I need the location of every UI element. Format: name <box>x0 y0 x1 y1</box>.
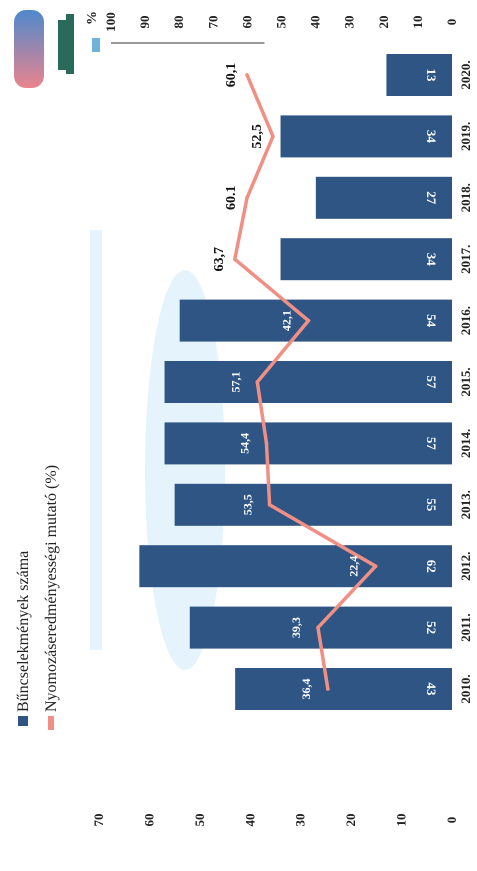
logo <box>14 10 100 88</box>
bar-value-label: 57 <box>424 376 439 390</box>
bar <box>174 483 452 526</box>
category-label: 2016. <box>458 306 473 335</box>
line-value-label: 42,1 <box>279 310 293 331</box>
line-point <box>264 441 269 446</box>
legend: Bűncselekmények száma Nyomozáseredményess… <box>15 465 60 730</box>
bar <box>164 361 453 403</box>
right-axis-tick: 90 <box>137 16 152 29</box>
category-label: 2019. <box>458 122 473 151</box>
bar-value-label: 13 <box>424 69 439 83</box>
axes: 0 10 20 30 40 50 60 70 0 10 20 30 40 50 60 70 80 90 100% 20… <box>85 11 473 827</box>
bar-value-label: 34 <box>424 130 439 144</box>
bar <box>164 422 453 465</box>
line-point <box>306 318 311 323</box>
bar-value-label: 27 <box>424 191 439 205</box>
left-axis-tick: 20 <box>343 814 358 827</box>
category-label: 2015. <box>458 367 473 396</box>
legend-label-line: Nyomozáseredményességi mutató (%) <box>43 465 60 712</box>
bar <box>280 115 452 158</box>
legend-swatch-line <box>48 716 54 730</box>
bar-value-label: 55 <box>424 498 439 512</box>
bar-value-label: 54 <box>424 314 439 328</box>
line-value-label: 63,7 <box>212 247 227 272</box>
line-point <box>245 73 249 77</box>
legend-swatch-bars <box>18 716 28 726</box>
line-value-label: 39,3 <box>289 617 303 638</box>
right-axis-tick: 100 <box>103 12 118 32</box>
bar <box>280 238 452 281</box>
category-label: 2010. <box>458 674 473 703</box>
line-point <box>267 503 272 507</box>
category-label: 2020. <box>458 60 473 89</box>
left-axis-tick: 50 <box>192 814 207 827</box>
bar <box>179 299 452 342</box>
bar-value-label: 34 <box>424 253 439 267</box>
right-axis-tick: 40 <box>308 16 323 29</box>
left-axis-tick: 70 <box>91 814 106 827</box>
category-label: 2013. <box>458 490 473 519</box>
category-label: 2018. <box>458 183 473 212</box>
line-point <box>271 134 275 139</box>
line-value-label: 52,5 <box>250 124 265 149</box>
bar <box>235 668 452 710</box>
right-axis-tick: 80 <box>171 16 186 29</box>
category-label: 2011. <box>458 613 473 642</box>
line-value-label: 36,4 <box>299 679 313 700</box>
line-value-label: 54,4 <box>237 433 251 454</box>
line-value-label: 22,4 <box>347 556 361 577</box>
line-value-label: 60,1 <box>224 63 239 88</box>
line-value-label: 57,1 <box>228 372 242 393</box>
right-axis-tick: 50 <box>274 16 289 29</box>
line-value-label: 60.1 <box>224 186 239 211</box>
right-axis-tick: 0 <box>444 19 459 26</box>
right-axis-tick: 20 <box>376 16 391 29</box>
left-axis-tick: 40 <box>242 814 257 827</box>
category-label: 2017. <box>458 245 473 274</box>
line-value-label: 53,5 <box>241 494 255 515</box>
bar-value-label: 62 <box>424 560 439 573</box>
line-point <box>326 687 330 691</box>
right-axis-tick: 70 <box>205 16 220 29</box>
left-axis-tick: 10 <box>394 814 409 827</box>
legend-label-bars: Bűncselekmények száma <box>15 551 32 712</box>
bar-value-label: 57 <box>424 437 439 451</box>
line-point <box>232 257 237 262</box>
right-axis-tick: 60 <box>239 16 254 29</box>
bar <box>139 545 453 588</box>
left-axis-tick: 0 <box>444 817 459 824</box>
right-axis-unit: % <box>85 11 100 25</box>
line-point <box>373 564 378 568</box>
line-series: 36,4 39,3 22,4 53,5 54,4 57,1 42,1 63,7 60.1 52,5… <box>212 63 378 700</box>
left-axis-tick: 60 <box>141 814 156 827</box>
line-point <box>255 380 260 384</box>
bar <box>386 54 452 96</box>
bar-value-label: 43 <box>424 683 439 697</box>
line-point <box>316 625 320 630</box>
right-axis-tick: 10 <box>410 16 425 29</box>
category-label: 2014. <box>458 429 473 458</box>
bar <box>315 176 452 219</box>
category-label: 2012. <box>458 552 473 581</box>
bar-value-label: 52 <box>424 621 439 634</box>
right-axis-tick: 30 <box>342 16 357 29</box>
line-point <box>245 196 249 200</box>
left-axis-tick: 30 <box>293 814 308 827</box>
